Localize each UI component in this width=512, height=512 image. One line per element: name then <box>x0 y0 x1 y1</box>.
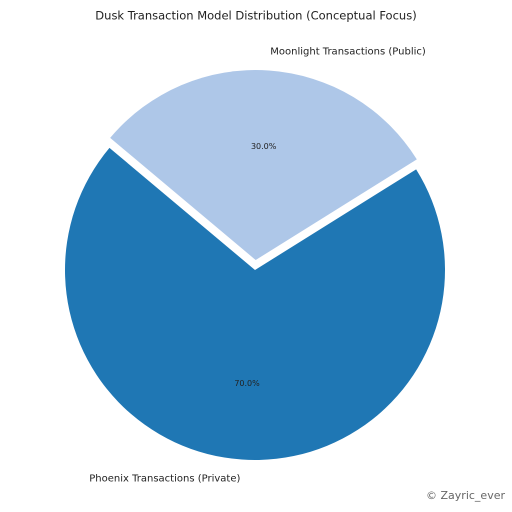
slice-label: Phoenix Transactions (Private) <box>89 473 240 484</box>
value-label: 70.0% <box>234 379 260 388</box>
value-label: 30.0% <box>251 142 277 151</box>
pie-slice <box>65 147 445 460</box>
pie-slice <box>110 70 417 261</box>
slice-label: Moonlight Transactions (Public) <box>270 47 426 58</box>
chart-title: Dusk Transaction Model Distribution (Con… <box>95 9 416 23</box>
watermark: © Zayric_ever <box>426 489 505 502</box>
